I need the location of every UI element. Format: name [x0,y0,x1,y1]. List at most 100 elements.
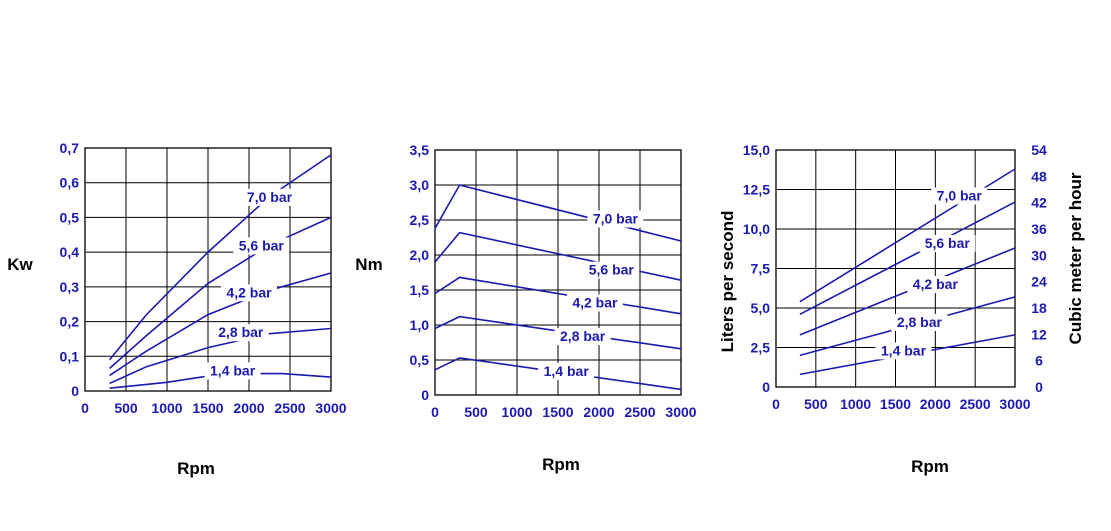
y-tick-label: 0,2 [60,314,80,330]
y-tick-label: 0,3 [60,279,80,295]
series-line [799,201,1016,316]
x-axis-title: Rpm [177,459,215,478]
series-label-background [221,284,277,302]
series-label: 4,2 bar [226,284,272,300]
series-label: 5,6 bar [589,262,635,278]
x-tick-label: 2500 [274,400,305,416]
x-axis-title: Rpm [911,457,949,476]
x-tick-label: 500 [804,396,828,412]
y2-tick-label: 30 [1031,247,1047,263]
y-tick-label: 7,5 [751,261,771,277]
y2-tick-label: 48 [1031,168,1047,184]
series-label-background [907,276,964,294]
series-label-background [891,313,948,331]
series-label: 1,4 bar [881,342,927,358]
x-tick-label: 2500 [960,396,991,412]
torque-chart: 0 500 1000 1500 2000 2500 3000 0 0,5 1,0 1,5 2,0 2,5… [355,142,696,474]
y-tick-label: 1,5 [410,282,430,298]
y-tick-label: 0,1 [60,348,80,364]
y-tick-label: 5,0 [751,300,771,316]
y-tick-label: 0 [71,383,79,399]
y-tick-label: 12,5 [743,182,770,198]
y-tick-label: 3,0 [410,177,430,193]
series-label-background [538,363,595,381]
series-label-background [583,261,640,279]
series-label: 7,0 bar [593,211,639,227]
plot-frame [434,149,682,396]
y2-tick-label: 0 [1035,379,1043,395]
series-label-background [875,342,932,360]
series-label-background [212,324,269,342]
y-tick-label: 0,5 [60,209,80,225]
series-label-background [241,188,298,206]
series-line [109,272,332,377]
y-tick-label: 0 [762,379,770,395]
x-tick-label: 2000 [233,400,264,416]
series-label-background [566,294,623,312]
series-label: 2,8 bar [897,314,943,330]
power-chart: 0 500 1000 1500 2000 2500 3000 0 0,1 0,2 0,3 0,4 0,5… [7,140,347,478]
series-label-background [554,328,611,346]
series-label: 2,8 bar [560,328,606,344]
series-label: 1,4 bar [210,362,256,378]
y2-tick-label: 18 [1031,300,1047,316]
x-tick-label: 0 [431,404,439,420]
series-line [434,357,682,391]
series-label-background [587,210,644,228]
y2-tick-label: 54 [1031,142,1047,158]
x-tick-label: 2500 [624,404,655,420]
x-tick-label: 500 [114,400,138,416]
y2-axis-title: Cubic meter per hour [1066,172,1085,344]
x-tick-label: 2000 [920,396,951,412]
series-label: 4,2 bar [913,276,959,292]
x-tick-label: 1500 [192,400,223,416]
x-tick-label: 0 [81,400,89,416]
y-tick-label: 3,5 [410,142,430,158]
y-tick-label: 0,4 [60,244,80,260]
series-label-background [233,237,290,255]
series-label: 7,0 bar [247,189,293,205]
y2-tick-label: 36 [1031,221,1047,237]
x-tick-label: 1500 [880,396,911,412]
y-tick-label: 2,0 [410,247,430,263]
x-tick-label: 1000 [840,396,871,412]
y-tick-label: 0 [421,387,429,403]
series-line [109,327,332,385]
y2-tick-label: 24 [1031,274,1047,290]
y-axis-title: Liters per second [718,211,737,353]
series-label: 5,6 bar [925,235,971,251]
series-label-background [931,187,988,205]
y2-tick-label: 42 [1031,195,1047,211]
x-tick-label: 1500 [542,404,573,420]
y-tick-label: 2,5 [410,212,430,228]
y-axis-title: Kw [7,255,33,274]
x-tick-label: 2000 [583,404,614,420]
series-label-background [919,234,976,252]
series-label: 2,8 bar [218,324,264,340]
y-tick-label: 0,6 [60,175,80,191]
y-axis-title: Nm [355,255,382,274]
x-tick-label: 3000 [665,404,696,420]
y2-tick-label: 12 [1031,326,1047,342]
series-label: 5,6 bar [239,237,285,253]
series-line [109,216,332,369]
plot-frame [84,147,332,392]
y-tick-label: 15,0 [743,142,770,158]
x-tick-label: 3000 [999,396,1030,412]
flow-chart: 0 500 1000 1500 2000 2500 3000 0 2,5 5,0 7,5 10,0 12… [718,142,1085,476]
series-label-background [204,362,261,380]
y-tick-label: 0,7 [60,140,80,156]
y-tick-label: 0,5 [410,352,430,368]
x-axis-title: Rpm [542,455,580,474]
x-tick-label: 0 [772,396,780,412]
x-tick-label: 1000 [151,400,182,416]
series-label: 4,2 bar [572,295,618,311]
y-tick-label: 10,0 [743,221,770,237]
series-label: 7,0 bar [937,188,983,204]
series-line [108,154,332,361]
series-label: 1,4 bar [544,363,590,379]
x-tick-label: 3000 [315,400,346,416]
plot-frame [775,149,1016,388]
x-tick-label: 1000 [501,404,532,420]
